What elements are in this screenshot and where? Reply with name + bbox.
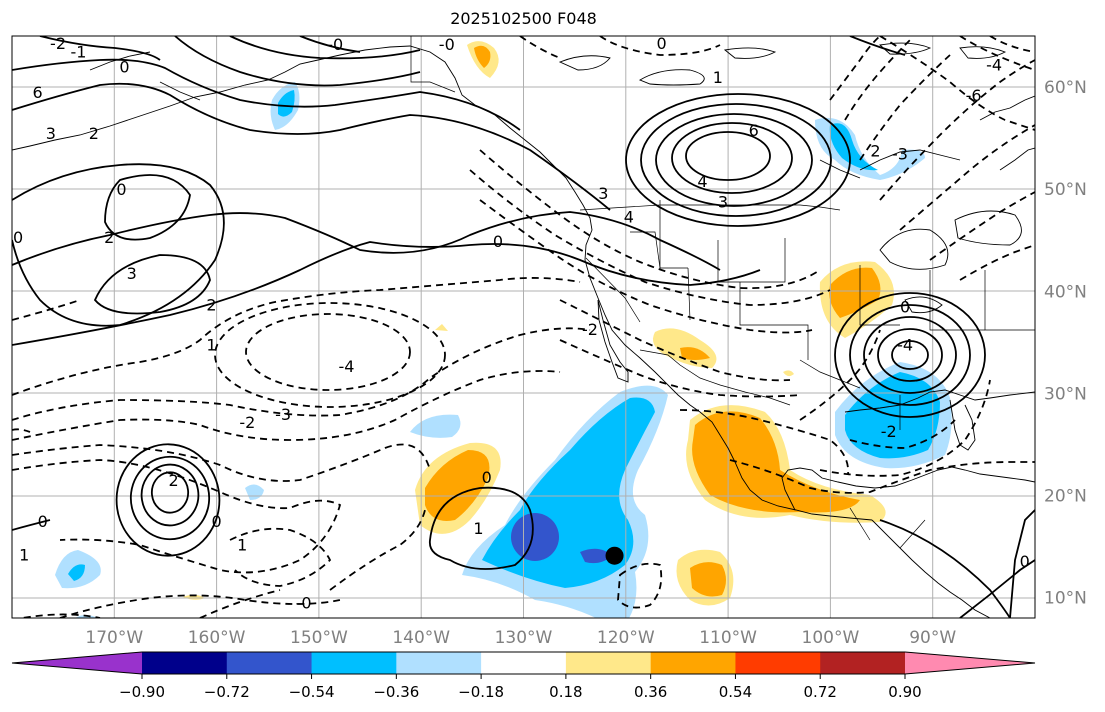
contour-label: -2 <box>239 413 255 432</box>
colorbar-swatch <box>311 652 397 674</box>
colorbar-swatch <box>650 652 736 674</box>
contour-label: 1 <box>473 519 483 538</box>
map-title: 2025102500 F048 <box>450 9 597 28</box>
contour-label: 3 <box>598 184 608 203</box>
contour-label: 0 <box>657 34 667 53</box>
contour-label: 4 <box>624 208 634 227</box>
map-frame <box>11 35 1036 619</box>
contour-label: 1 <box>206 335 216 354</box>
contour-label: 2 <box>169 471 179 490</box>
longitude-tick-label: 90°W <box>909 628 956 648</box>
contour-label: 0 <box>13 228 23 247</box>
longitude-tick-label: 130°W <box>495 628 553 648</box>
contour-label: 0 <box>482 468 492 487</box>
coastlines <box>12 42 1035 618</box>
colorbar-swatch <box>565 652 652 674</box>
contour-label: 0 <box>493 232 503 251</box>
latitude-tick-label: 50°N <box>1044 180 1087 200</box>
colorbar-tick-label: 0.18 <box>549 683 582 701</box>
longitude-tick-label: 170°W <box>85 628 143 648</box>
contour-label: -3 <box>892 144 908 163</box>
contour-label: 6 <box>32 83 42 102</box>
colorbar-tick-label: −0.54 <box>289 683 335 701</box>
colorbar-swatch <box>905 652 1035 674</box>
contour-label: 3 <box>46 124 56 143</box>
contour-label: 2 <box>104 228 114 247</box>
contour-label: -0 <box>439 35 455 54</box>
colorbar-tick-label: 0.36 <box>634 683 667 701</box>
colorbar-tick-label: 0.72 <box>804 683 837 701</box>
contour-label: 2 <box>206 296 216 315</box>
contour-label: -3 <box>275 405 291 424</box>
colorbar-swatch <box>735 652 821 674</box>
contour-label: 0 <box>212 512 222 531</box>
shaded-field-negative <box>55 82 952 618</box>
colorbar-tick-label: −0.36 <box>373 683 419 701</box>
colorbar <box>11 651 1036 675</box>
longitude-tick-label: 110°W <box>699 628 757 648</box>
latitude-tick-label: 10°N <box>1044 589 1087 609</box>
colorbar-swatch <box>142 652 228 674</box>
longitude-tick-label: 160°W <box>188 628 246 648</box>
latitude-axis: 60°N 50°N 40°N 30°N 20°N 10°N <box>1044 78 1087 609</box>
contour-label: 6 <box>749 121 759 140</box>
contour-label: 4 <box>697 172 707 191</box>
colorbar-swatch <box>396 652 482 674</box>
longitude-tick-label: 140°W <box>392 628 450 648</box>
contour-label: -2 <box>881 422 897 441</box>
contour-label: 0 <box>900 298 910 317</box>
latitude-tick-label: 60°N <box>1044 78 1087 98</box>
latitude-tick-label: 20°N <box>1044 486 1087 506</box>
contour-label: -0 <box>327 35 343 54</box>
political-borders <box>410 36 1035 549</box>
contour-label: 2 <box>870 141 880 160</box>
contour-label: 0 <box>119 58 129 77</box>
contour-label: -2 <box>582 320 598 339</box>
colorbar-tick-label: −0.72 <box>204 683 250 701</box>
shaded-field-positive <box>183 41 894 606</box>
colorbar-tick-label: −0.90 <box>119 683 165 701</box>
contour-label: 3 <box>718 192 728 211</box>
colorbar-swatch <box>226 652 313 674</box>
contour-label: -4 <box>986 56 1002 75</box>
contour-label: 1 <box>19 546 29 565</box>
contour-label: 1 <box>713 68 723 87</box>
contour-label: 2 <box>89 124 99 143</box>
contour-label: -4 <box>339 357 355 376</box>
contour-label: 0 <box>116 180 126 199</box>
longitude-tick-label: 150°W <box>290 628 348 648</box>
contours-negative <box>12 36 1035 618</box>
contour-label: -2 <box>50 34 66 53</box>
contour-label: -4 <box>897 335 913 354</box>
contour-label: 3 <box>127 264 137 283</box>
contour-label: -0 <box>296 594 312 613</box>
contours-positive <box>12 36 1035 618</box>
contour-label: 0 <box>38 512 48 531</box>
colorbar-tick-label: 0.90 <box>888 683 921 701</box>
contour-label: 0 <box>1020 552 1030 571</box>
colorbar-tick-label: −0.18 <box>458 683 504 701</box>
colorbar-swatch <box>481 652 567 674</box>
storm-center-marker <box>605 546 624 565</box>
contour-label: -1 <box>71 42 87 61</box>
longitude-tick-label: 120°W <box>597 628 655 648</box>
contour-label: 1 <box>237 535 247 554</box>
colorbar-tick-label: 0.54 <box>719 683 752 701</box>
colorbar-swatch <box>12 652 142 674</box>
colorbar-swatch <box>820 652 906 674</box>
gridlines <box>12 36 1035 618</box>
contour-label: -6 <box>966 86 982 105</box>
latitude-tick-label: 30°N <box>1044 384 1087 404</box>
colorbar-tick-labels: −0.90 −0.72 −0.54 −0.36 −0.18 0.18 0.36 0.54 0.7… <box>119 674 922 701</box>
longitude-tick-label: 100°W <box>802 628 860 648</box>
longitude-axis: 170°W 160°W 150°W 140°W 130°W 120°W 110°W 100°W… <box>85 628 956 648</box>
latitude-tick-label: 40°N <box>1044 282 1087 302</box>
